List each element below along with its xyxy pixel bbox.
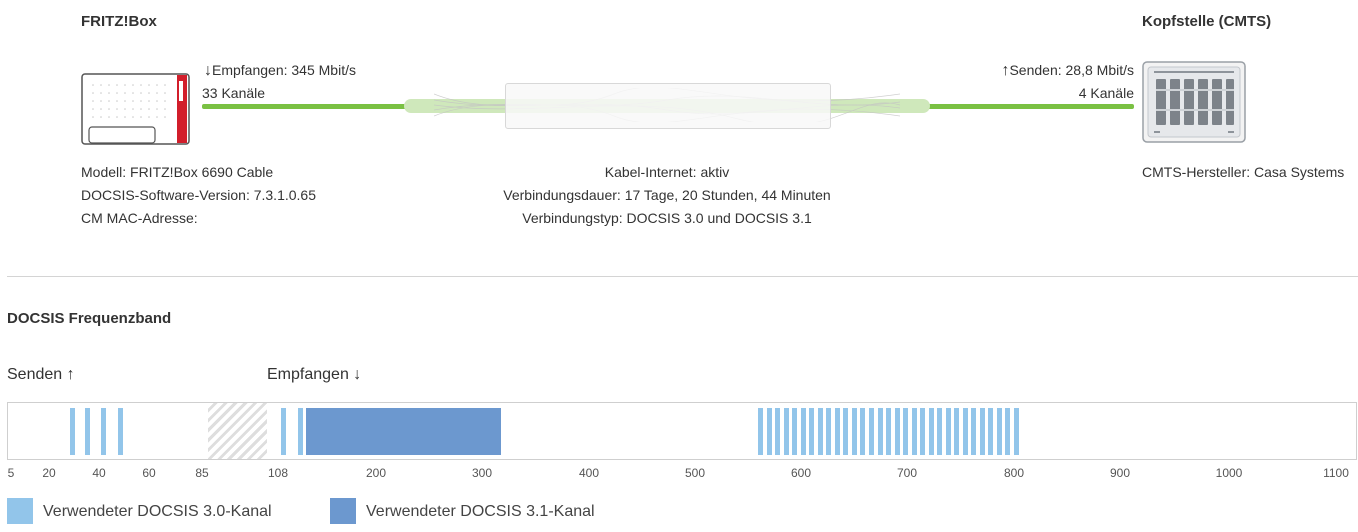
- cmts-device-icon: [1142, 61, 1246, 143]
- connection-status: Kabel-Internet: aktiv: [604, 164, 730, 180]
- downstream-channel-docsis30: [758, 408, 763, 455]
- model-text: Modell: FRITZ!Box 6690 Cable: [81, 164, 274, 180]
- downstream-channel-docsis30: [929, 408, 934, 455]
- software-version-text: DOCSIS-Software-Version: 7.3.1.0.65: [81, 187, 316, 203]
- send-label-text: Senden: [7, 366, 63, 383]
- cable-line-left: [202, 104, 424, 109]
- tick-label: 700: [896, 466, 918, 480]
- tick-label: 60: [142, 466, 156, 480]
- downstream-channel-docsis30: [878, 408, 883, 455]
- downstream-channel-docsis30: [920, 408, 925, 455]
- downstream-channel-docsis30: [1014, 408, 1019, 455]
- upstream-channel: [70, 408, 75, 455]
- downstream-channel-docsis30: [886, 408, 891, 455]
- downstream-channel-docsis30: [852, 408, 857, 455]
- arrow-up-icon: ↑: [1001, 62, 1010, 79]
- tick-label: 1100: [1323, 466, 1349, 480]
- downstream-speed: ↓Empfangen: 345 Mbit/s: [204, 59, 356, 82]
- frequency-band-title: DOCSIS Frequenzband: [7, 310, 172, 327]
- connection-type: Verbindungstyp: DOCSIS 3.0 und DOCSIS 3.…: [522, 210, 812, 226]
- cmts-vendor-text: CMTS-Hersteller: Casa Systems: [1142, 164, 1345, 180]
- downstream-channel-docsis30: [895, 408, 900, 455]
- section-divider: [7, 276, 1358, 277]
- tick-label: 600: [790, 466, 812, 480]
- upstream-channel: [85, 408, 90, 455]
- send-label: Senden ↑: [7, 366, 75, 384]
- tick-label: 300: [471, 466, 493, 480]
- receive-label: Empfangen ↓: [267, 366, 361, 384]
- arrow-up-icon: ↑: [66, 366, 75, 383]
- upstream-channels: 4 Kanäle: [1078, 85, 1134, 101]
- tick-label: 900: [1109, 466, 1131, 480]
- legend-swatch-docsis31: [330, 498, 356, 524]
- downstream-channel-docsis30: [869, 408, 874, 455]
- downstream-channel-docsis30: [818, 408, 823, 455]
- downstream-channel-docsis30: [963, 408, 968, 455]
- downstream-channel-docsis30: [954, 408, 959, 455]
- downstream-channel-docsis30: [937, 408, 942, 455]
- downstream-channel-docsis30: [826, 408, 831, 455]
- tick-label: 500: [684, 466, 706, 480]
- downstream-channel-docsis30: [792, 408, 797, 455]
- downstream-channel-docsis30: [988, 408, 993, 455]
- tick-label: 800: [1003, 466, 1025, 480]
- cable-line-right: [910, 104, 1134, 109]
- downstream-channel-docsis30: [767, 408, 772, 455]
- mac-address-label: CM MAC-Adresse:: [81, 210, 198, 226]
- guard-band: [208, 403, 267, 459]
- cable-box: [505, 83, 831, 129]
- fritzbox-title: FRITZ!Box: [81, 13, 157, 30]
- downstream-channel-docsis30: [281, 408, 286, 455]
- downstream-channel-docsis30: [809, 408, 814, 455]
- receive-label-text: Empfangen: [267, 366, 349, 383]
- downstream-block-docsis31: [306, 408, 501, 455]
- downstream-channel-docsis30: [860, 408, 865, 455]
- cmts-title: Kopfstelle (CMTS): [1142, 13, 1272, 30]
- downstream-channel-docsis30: [980, 408, 985, 455]
- tick-label: 200: [365, 466, 387, 480]
- downstream-channel-docsis30: [1005, 408, 1010, 455]
- tick-label: 108: [267, 466, 289, 480]
- legend-docsis31: Verwendeter DOCSIS 3.1-Kanal: [366, 503, 595, 520]
- tick-label: 400: [578, 466, 600, 480]
- connection-duration: Verbindungsdauer: 17 Tage, 20 Stunden, 4…: [503, 187, 831, 203]
- tick-label: 1000: [1215, 466, 1243, 480]
- downstream-channel-docsis30: [775, 408, 780, 455]
- tick-label: 20: [42, 466, 56, 480]
- downstream-channel-docsis30: [835, 408, 840, 455]
- downstream-speed-text: Empfangen: 345 Mbit/s: [212, 62, 356, 78]
- tick-label: 5: [7, 466, 15, 480]
- downstream-channel-docsis30: [912, 408, 917, 455]
- fritzbox-device-icon: [81, 73, 190, 145]
- upstream-speed: ↑Senden: 28,8 Mbit/s: [1001, 59, 1134, 82]
- downstream-channel-docsis30: [971, 408, 976, 455]
- upstream-channel: [118, 408, 123, 455]
- downstream-channel-docsis30: [903, 408, 908, 455]
- legend-swatch-docsis30: [7, 498, 33, 524]
- downstream-channel-docsis30: [946, 408, 951, 455]
- downstream-channel-docsis30: [784, 408, 789, 455]
- downstream-channel-docsis30: [801, 408, 806, 455]
- tick-label: 40: [92, 466, 106, 480]
- downstream-channel-docsis30: [298, 408, 303, 455]
- arrow-down-icon: ↓: [353, 366, 362, 383]
- arrow-down-icon: ↓: [204, 62, 212, 79]
- downstream-channel-docsis30: [843, 408, 848, 455]
- tick-label: 85: [195, 466, 209, 480]
- legend-docsis30: Verwendeter DOCSIS 3.0-Kanal: [43, 503, 272, 520]
- downstream-channels: 33 Kanäle: [202, 85, 266, 101]
- upstream-speed-text: Senden: 28,8 Mbit/s: [1009, 62, 1134, 78]
- upstream-channel: [101, 408, 106, 455]
- downstream-channel-docsis30: [997, 408, 1002, 455]
